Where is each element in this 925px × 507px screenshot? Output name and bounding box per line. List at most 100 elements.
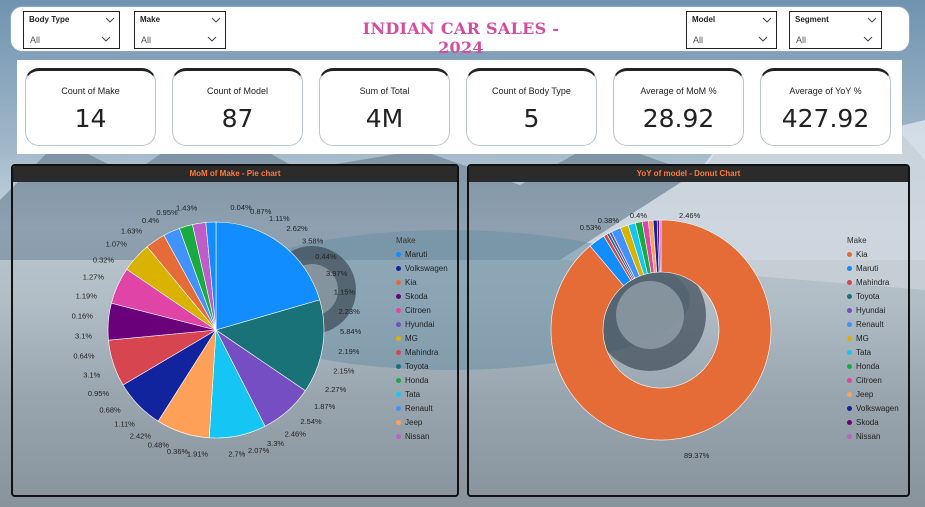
legend-item[interactable]: Honda [396,374,448,388]
legend-item[interactable]: Nissan [847,430,899,444]
slicer-body-type[interactable]: Body Type All [23,11,120,49]
legend-item[interactable]: Skoda [396,290,448,304]
legend-item[interactable]: Tata [396,388,448,402]
slicer-make[interactable]: Make All [134,11,226,49]
legend-item[interactable]: Jeep [396,416,448,430]
data-label: 1.07% [106,240,128,249]
legend-label: Volkswagen [856,404,899,413]
legend-marker [396,280,401,286]
legend-item[interactable]: Volkswagen [847,402,899,416]
legend-label: Kia [405,278,417,287]
legend-label: Toyota [856,292,880,301]
legend-item[interactable]: Skoda [847,416,899,430]
legend-label: Tata [405,390,421,399]
page-title: INDIAN CAR SALES - 2024 [362,19,560,57]
legend-label: MG [856,334,869,343]
legend-item[interactable]: Mahindra [396,346,448,360]
legend-item[interactable]: Hyundai [847,304,899,318]
legend-item[interactable]: Citroen [396,304,448,318]
data-label: 1.91% [187,450,209,459]
kpi-card-count-of-body-type: Count of Body Type 5 [466,68,597,146]
legend-item[interactable]: Kia [396,276,448,290]
pie-slice-toyota[interactable] [215,299,325,392]
legend-label: Toyota [405,362,429,371]
kpi-label: Average of MoM % [640,86,717,96]
kpi-card-average-of-yoy: Average of YoY % 427.92 [760,68,891,146]
slicer-model[interactable]: Model All [686,11,777,49]
legend-item[interactable]: Kia [847,248,899,262]
data-label: 2.46% [285,429,307,438]
chevron-down-icon [207,36,217,42]
pie-slice-nissan[interactable] [658,219,662,273]
legend-marker [847,322,852,328]
legend-marker [396,294,401,300]
legend-marker [847,420,852,426]
kpi-card-count-of-model: Count of Model 87 [172,68,303,146]
data-label: 2.46% [679,211,701,220]
data-label: 2.62% [286,224,308,233]
data-label: 1.43% [176,203,198,212]
legend-label: Hyundai [856,306,886,315]
legend-item[interactable]: Nissan [396,430,448,444]
chevron-down-icon [101,36,111,42]
data-label: 0.68% [99,405,121,414]
legend-item[interactable]: Renault [396,402,448,416]
legend-label: Renault [856,320,884,329]
legend-item[interactable]: Citroen [847,374,899,388]
pie-chart[interactable]: 0.04%0.87%1.11%2.62%3.58%0.44%3.97%1.15%… [13,182,457,495]
kpi-label: Count of Model [206,86,269,96]
legend-item[interactable]: Hyundai [396,318,448,332]
legend-item[interactable]: Maruti [847,262,899,276]
legend-marker [847,364,852,370]
kpi-value: 28.92 [642,104,715,133]
legend-label: Jeep [856,390,874,399]
legend-item[interactable]: Jeep [847,388,899,402]
legend-label: Mahindra [856,278,890,287]
legend-item[interactable]: Volkswagen [396,262,448,276]
legend-label: Citroen [856,376,882,385]
legend-label: Citroen [405,306,431,315]
data-label: 2.7% [228,449,245,458]
legend-label: Nissan [856,432,881,441]
pie-slice-maruti[interactable] [215,221,321,331]
legend-item[interactable]: MG [396,332,448,346]
data-label: 3.97% [326,269,348,278]
legend-item[interactable]: Toyota [847,290,899,304]
kpi-card-average-of-mom: Average of MoM % 28.92 [613,68,744,146]
slicer-label: Make [140,15,161,24]
data-label: 2.07% [248,446,270,455]
legend-item[interactable]: Tata [847,346,899,360]
data-label: 0.16% [72,311,94,320]
legend-item[interactable]: Renault [847,318,899,332]
kpi-value: 87 [221,104,254,133]
kpi-card-count-of-make: Count of Make 14 [25,68,156,146]
legend-item[interactable]: Mahindra [847,276,899,290]
chevron-down-icon [211,17,221,23]
legend-item[interactable]: Maruti [396,248,448,262]
data-label: 3.1% [75,331,92,340]
data-label: 0.87% [250,207,272,216]
data-label: 1.11% [269,214,290,223]
data-label: 0.4% [630,211,647,220]
pie-slice-maruti[interactable] [205,221,217,331]
legend-label: Volkswagen [405,264,448,273]
data-label: 3.58% [302,237,324,246]
legend-label: Maruti [856,264,879,273]
data-label: 0.36% [167,447,189,456]
pie-slice-kia[interactable] [550,219,772,441]
legend-marker [396,420,401,426]
donut-chart[interactable]: 89.37% 2.46% 0.53%0.38% 0.4% [469,182,908,495]
pie-legend: Make Maruti Volkswagen Kia Skoda Citroen Hyun… [396,236,448,444]
legend-label: Mahindra [405,348,439,357]
kpi-card-sum-of-total: Sum of Total 4M [319,68,450,146]
data-label: 1.19% [76,292,98,301]
slicer-segment[interactable]: Segment All [789,11,882,49]
slicer-value: All [30,35,41,45]
data-label: 2.19% [338,347,360,356]
legend-label: Tata [856,348,872,357]
legend-item[interactable]: Honda [847,360,899,374]
legend-item[interactable]: Toyota [396,360,448,374]
legend-marker [847,252,852,258]
legend-item[interactable]: MG [847,332,899,346]
data-label: 0.44% [315,252,337,261]
